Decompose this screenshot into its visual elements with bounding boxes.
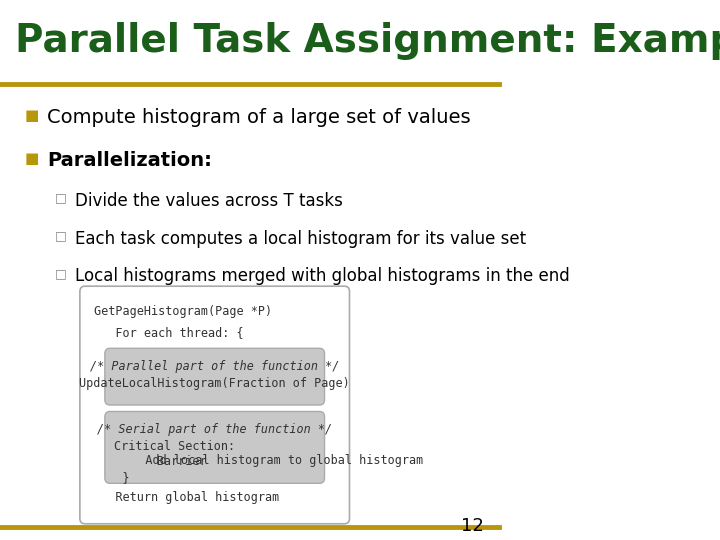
- Text: Local histograms merged with global histograms in the end: Local histograms merged with global hist…: [75, 267, 570, 285]
- Text: Add local histogram to global histogram: Add local histogram to global histogram: [124, 454, 423, 467]
- Text: Critical Section:: Critical Section:: [114, 440, 235, 453]
- Text: □: □: [55, 267, 67, 280]
- Text: ■: ■: [25, 108, 40, 123]
- FancyBboxPatch shape: [105, 411, 325, 483]
- Text: /* Serial part of the function */: /* Serial part of the function */: [97, 423, 332, 436]
- Text: /* Parallel part of the function */: /* Parallel part of the function */: [90, 360, 339, 373]
- Text: ■: ■: [25, 151, 40, 166]
- Text: Parallelization:: Parallelization:: [48, 151, 212, 170]
- Text: UpdateLocalHistogram(Fraction of Page): UpdateLocalHistogram(Fraction of Page): [79, 377, 350, 390]
- Text: Divide the values across T tasks: Divide the values across T tasks: [75, 192, 343, 210]
- FancyBboxPatch shape: [105, 348, 325, 405]
- Text: 12: 12: [462, 517, 485, 535]
- FancyBboxPatch shape: [80, 286, 349, 524]
- Text: GetPageHistogram(Page *P): GetPageHistogram(Page *P): [94, 305, 272, 318]
- Text: □: □: [55, 192, 67, 205]
- Text: Compute histogram of a large set of values: Compute histogram of a large set of valu…: [48, 108, 471, 127]
- Text: Barrier: Barrier: [114, 455, 207, 468]
- Text: Parallel Task Assignment: Example: Parallel Task Assignment: Example: [15, 22, 720, 59]
- Text: }: }: [102, 471, 130, 484]
- Text: For each thread: {: For each thread: {: [94, 326, 243, 339]
- Text: □: □: [55, 230, 67, 242]
- Text: Return global histogram: Return global histogram: [94, 491, 279, 504]
- Text: Each task computes a local histogram for its value set: Each task computes a local histogram for…: [75, 230, 526, 247]
